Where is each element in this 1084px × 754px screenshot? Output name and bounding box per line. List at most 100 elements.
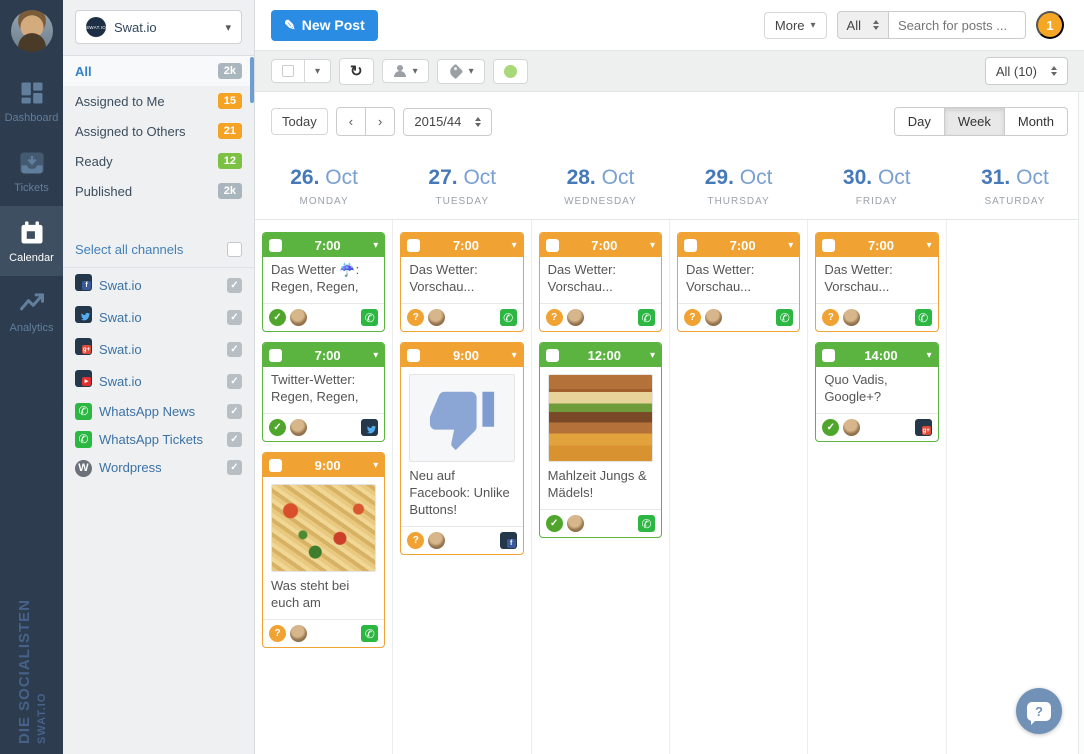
- workspace-dropdown[interactable]: SWAT.IO Swat.io ▾: [75, 10, 242, 44]
- filter-item[interactable]: Assigned to Others 21: [63, 116, 254, 146]
- day-number: 31.: [981, 166, 1011, 189]
- post-card[interactable]: 7:00 ▾ Das Wetter: Vorschau... ? ✆: [400, 232, 524, 332]
- channel-checkbox[interactable]: ✓: [227, 403, 242, 419]
- filter-count-badge: 15: [217, 93, 242, 109]
- channel-item[interactable]: W Wordpress ✓: [63, 454, 254, 481]
- post-card-header: 12:00 ▾: [539, 343, 661, 367]
- post-checkbox[interactable]: [545, 238, 559, 252]
- channel-filter-select[interactable]: All (10): [984, 57, 1068, 85]
- view-month-button[interactable]: Month: [1003, 107, 1068, 136]
- weekday-label: THURSDAY: [707, 196, 770, 207]
- next-week-button[interactable]: ›: [365, 107, 396, 136]
- post-card-footer: ? ✆: [401, 303, 523, 331]
- post-checkbox[interactable]: [822, 348, 836, 362]
- post-menu-caret-icon[interactable]: ▾: [373, 239, 379, 251]
- assignee-avatar: [566, 515, 584, 532]
- post-checkbox[interactable]: [407, 348, 421, 362]
- post-menu-caret-icon[interactable]: ▾: [926, 239, 932, 251]
- nav-rail: Dashboard Tickets Calendar Analytics DIE…: [0, 0, 63, 754]
- view-week-button[interactable]: Week: [943, 107, 1005, 136]
- post-card-header: 7:00 ▾: [539, 233, 661, 257]
- post-card-footer: ✓: [263, 413, 385, 441]
- view-day-button[interactable]: Day: [893, 107, 945, 136]
- post-checkbox[interactable]: [269, 348, 282, 362]
- filter-item[interactable]: Assigned to Me 15: [63, 86, 254, 116]
- help-button[interactable]: ?: [1016, 688, 1062, 734]
- main-content: ✎ New Post More ▾ All 1: [255, 0, 1084, 754]
- youtube-icon: ▸: [75, 370, 92, 392]
- nav-item-calendar[interactable]: Calendar: [0, 206, 63, 276]
- notification-badge[interactable]: 1: [1036, 11, 1064, 39]
- search-input[interactable]: [888, 11, 1026, 39]
- channel-item[interactable]: Swat.io ✓: [63, 302, 254, 332]
- post-menu-caret-icon[interactable]: ▾: [373, 459, 379, 471]
- select-all-posts-button[interactable]: [271, 59, 305, 83]
- post-menu-caret-icon[interactable]: ▾: [373, 349, 379, 361]
- day-column: 7:00 ▾ Das Wetter: Vorschau... ? ✆: [670, 220, 809, 754]
- filter-count-badge: 2k: [217, 63, 242, 79]
- post-menu-caret-icon[interactable]: ▾: [511, 239, 517, 251]
- post-menu-caret-icon[interactable]: ▾: [511, 349, 517, 361]
- nav-item-analytics[interactable]: Analytics: [0, 276, 63, 346]
- post-checkbox[interactable]: [407, 238, 421, 252]
- post-card[interactable]: 7:00 ▾ Das Wetter: Vorschau... ? ✆: [815, 232, 939, 332]
- channel-checkbox[interactable]: ✓: [227, 431, 242, 447]
- sidebar-scrollbar-thumb[interactable]: [250, 57, 254, 103]
- post-checkbox[interactable]: [269, 458, 282, 472]
- post-menu-caret-icon[interactable]: ▾: [649, 239, 655, 251]
- channel-item[interactable]: ▸ Swat.io ✓: [63, 366, 254, 396]
- post-checkbox[interactable]: [545, 348, 559, 362]
- post-menu-caret-icon[interactable]: ▾: [926, 349, 932, 361]
- post-menu-caret-icon[interactable]: ▾: [788, 239, 794, 251]
- post-card[interactable]: 14:00 ▾ Quo Vadis, Google+? ✓ g+: [815, 342, 939, 442]
- post-card[interactable]: 7:00 ▾ Twitter-Wetter: Regen, Regen, ✓: [262, 342, 386, 442]
- assignee-dropdown-button[interactable]: ▾: [381, 59, 429, 83]
- prev-week-button[interactable]: ‹: [335, 107, 367, 136]
- post-card[interactable]: 12:00 ▾ Mahlzeit Jungs & Mädels! ✓ ✆: [538, 342, 662, 538]
- post-menu-caret-icon[interactable]: ▾: [649, 349, 655, 361]
- nav-item-tickets[interactable]: Tickets: [0, 136, 63, 206]
- channel-checkbox[interactable]: ✓: [227, 459, 242, 475]
- channel-item[interactable]: ✆ WhatsApp News ✓: [63, 398, 254, 424]
- search-scope-select[interactable]: All: [836, 11, 888, 39]
- channel-checkbox[interactable]: ✓: [227, 277, 242, 293]
- channel-checkbox[interactable]: ✓: [227, 373, 242, 389]
- week-select[interactable]: 2015/44: [403, 107, 493, 136]
- select-all-checkbox[interactable]: ✓: [227, 242, 242, 257]
- channel-checkbox[interactable]: ✓: [227, 309, 242, 325]
- filter-item[interactable]: All 2k: [63, 56, 254, 86]
- post-card[interactable]: 7:00 ▾ Das Wetter: Vorschau... ? ✆: [676, 232, 801, 332]
- select-dropdown-button[interactable]: ▾: [304, 59, 332, 83]
- nav-item-dashboard[interactable]: Dashboard: [0, 66, 63, 136]
- channel-item[interactable]: f Swat.io ✓: [63, 270, 254, 300]
- channel-item[interactable]: g+ Swat.io ✓: [63, 334, 254, 364]
- refresh-button[interactable]: ↻: [339, 57, 374, 85]
- more-button[interactable]: More ▾: [763, 11, 827, 39]
- chevron-down-icon: ▾: [810, 19, 816, 31]
- filter-item[interactable]: Published 2k: [63, 176, 254, 206]
- post-card[interactable]: 9:00 ▾ Was steht bei euch am ? ✆: [262, 452, 386, 648]
- user-avatar[interactable]: [10, 10, 53, 52]
- new-post-button[interactable]: ✎ New Post: [271, 9, 378, 41]
- scrollbar-track[interactable]: [1078, 92, 1084, 754]
- post-card-footer: ? ✆: [263, 619, 385, 647]
- calendar-grid: 7:00 ▾ Das Wetter ☔: Regen, Regen, ✓ ✆ 7…: [255, 219, 1084, 754]
- tag-dropdown-button[interactable]: ▾: [436, 58, 485, 84]
- post-checkbox[interactable]: [683, 238, 697, 252]
- channel-item[interactable]: ✆ WhatsApp Tickets ✓: [63, 426, 254, 452]
- post-card[interactable]: 7:00 ▾ Das Wetter ☔: Regen, Regen, ✓ ✆: [262, 232, 386, 332]
- post-card[interactable]: 9:00 ▾ Neu auf Facebook: Unlike Buttons!…: [400, 342, 524, 555]
- filter-item[interactable]: Ready 12: [63, 146, 254, 176]
- today-button[interactable]: Today: [271, 108, 328, 135]
- post-card[interactable]: 7:00 ▾ Das Wetter: Vorschau... ? ✆: [538, 232, 662, 332]
- filter-count-badge: 12: [217, 153, 242, 169]
- checkbox-icon: [282, 65, 294, 77]
- analytics-icon: [17, 289, 47, 317]
- day-month: Oct: [877, 166, 911, 189]
- channel-checkbox[interactable]: ✓: [227, 341, 242, 357]
- post-checkbox[interactable]: [822, 238, 836, 252]
- status-dot-button[interactable]: [492, 58, 528, 84]
- filter-count-badge: 2k: [217, 183, 242, 199]
- post-checkbox[interactable]: [269, 238, 282, 252]
- workspace-logo: SWAT.IO: [86, 17, 106, 37]
